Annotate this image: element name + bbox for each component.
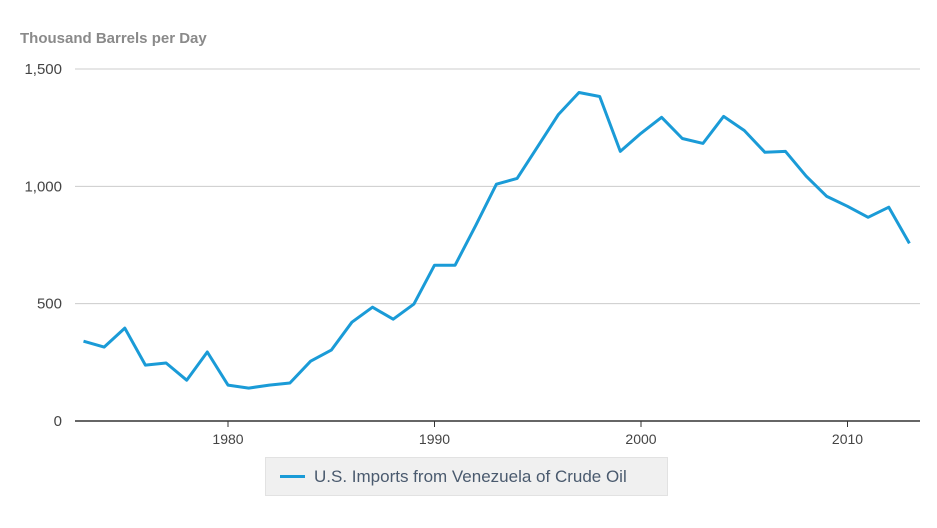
data-point[interactable] bbox=[658, 113, 666, 121]
data-point[interactable] bbox=[265, 381, 273, 389]
data-point[interactable] bbox=[782, 147, 790, 155]
data-point[interactable] bbox=[575, 88, 583, 96]
data-point[interactable] bbox=[100, 343, 108, 351]
y-axis-label: Thousand Barrels per Day bbox=[20, 30, 207, 47]
data-point[interactable] bbox=[348, 318, 356, 326]
data-point[interactable] bbox=[431, 261, 439, 269]
data-point[interactable] bbox=[307, 357, 315, 365]
data-point[interactable] bbox=[554, 111, 562, 119]
data-point[interactable] bbox=[740, 126, 748, 134]
data-point[interactable] bbox=[183, 376, 191, 384]
data-point[interactable] bbox=[761, 148, 769, 156]
x-tick-label: 1980 bbox=[212, 431, 243, 447]
data-point[interactable] bbox=[389, 315, 397, 323]
legend[interactable]: U.S. Imports from Venezuela of Crude Oil bbox=[265, 457, 668, 496]
y-tick-label: 500 bbox=[37, 296, 62, 313]
data-point[interactable] bbox=[905, 239, 913, 247]
legend-label: U.S. Imports from Venezuela of Crude Oil bbox=[314, 466, 627, 486]
x-tick-label: 2010 bbox=[832, 431, 863, 447]
data-point[interactable] bbox=[534, 142, 542, 150]
data-point[interactable] bbox=[699, 139, 707, 147]
data-point[interactable] bbox=[410, 300, 418, 308]
data-point[interactable] bbox=[286, 379, 294, 387]
data-point[interactable] bbox=[844, 202, 852, 210]
series-line bbox=[83, 91, 911, 390]
data-point[interactable] bbox=[802, 172, 810, 180]
legend-swatch bbox=[280, 475, 305, 478]
data-point[interactable] bbox=[224, 381, 232, 389]
data-point[interactable] bbox=[864, 213, 872, 221]
data-point[interactable] bbox=[121, 324, 129, 332]
data-point[interactable] bbox=[492, 180, 500, 188]
y-tick-label: 0 bbox=[54, 413, 62, 430]
data-point[interactable] bbox=[245, 384, 253, 392]
data-point[interactable] bbox=[885, 203, 893, 211]
data-point[interactable] bbox=[162, 359, 170, 367]
data-point[interactable] bbox=[451, 261, 459, 269]
data-point[interactable] bbox=[472, 221, 480, 229]
data-point[interactable] bbox=[79, 337, 87, 345]
data-point[interactable] bbox=[596, 92, 604, 100]
data-point[interactable] bbox=[823, 192, 831, 200]
data-point[interactable] bbox=[513, 174, 521, 182]
x-tick-label: 2000 bbox=[625, 431, 656, 447]
x-tick-label: 1990 bbox=[419, 431, 450, 447]
data-point[interactable] bbox=[678, 134, 686, 142]
data-point[interactable] bbox=[327, 346, 335, 354]
data-point[interactable] bbox=[637, 129, 645, 137]
y-tick-label: 1,000 bbox=[24, 178, 62, 195]
data-point[interactable] bbox=[203, 348, 211, 356]
data-point[interactable] bbox=[141, 361, 149, 369]
data-point[interactable] bbox=[720, 112, 728, 120]
y-tick-label: 1,500 bbox=[24, 61, 62, 78]
data-point[interactable] bbox=[369, 303, 377, 311]
data-point[interactable] bbox=[616, 147, 624, 155]
